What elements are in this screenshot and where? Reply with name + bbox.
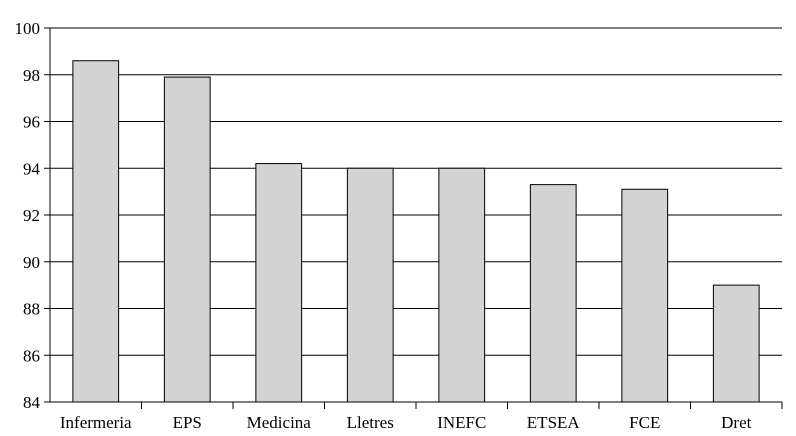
axes xyxy=(44,27,783,409)
y-tick-label: 96 xyxy=(23,113,40,132)
y-tick-label: 90 xyxy=(23,253,40,272)
y-tick-label: 84 xyxy=(23,393,41,412)
bar-lletres xyxy=(346,167,394,403)
x-tick-label: INEFC xyxy=(437,413,486,432)
bar-etsea xyxy=(529,184,577,403)
y-tick-label: 86 xyxy=(23,346,40,365)
bar-dret xyxy=(712,284,760,403)
bar-infermeria xyxy=(72,60,120,403)
y-tick-label: 98 xyxy=(23,66,40,85)
y-tick-label: 92 xyxy=(23,206,40,225)
y-tick-label: 94 xyxy=(23,159,41,178)
x-tick-label: Lletres xyxy=(347,413,394,432)
bar-medicina xyxy=(255,163,303,403)
bar-fce xyxy=(621,188,669,403)
x-tick-label: EPS xyxy=(173,413,202,432)
x-tick-labels: Infermeria EPS Medicina Lletres INEFC ETSEA FC… xyxy=(60,413,752,432)
y-tick-label: 88 xyxy=(23,300,40,319)
bar-eps xyxy=(163,76,211,403)
x-tick-label: Dret xyxy=(721,413,751,432)
y-tick-label: 100 xyxy=(15,19,41,38)
x-tick-label: Medicina xyxy=(247,413,312,432)
x-tick-label: ETSEA xyxy=(527,413,581,432)
y-tick-labels: 84 86 88 90 92 94 96 98 100 xyxy=(15,19,41,412)
bars xyxy=(72,60,760,403)
bar-inefc xyxy=(438,167,486,403)
gridlines xyxy=(50,27,782,356)
x-tick-label: FCE xyxy=(629,413,660,432)
x-tick-label: Infermeria xyxy=(60,413,132,432)
